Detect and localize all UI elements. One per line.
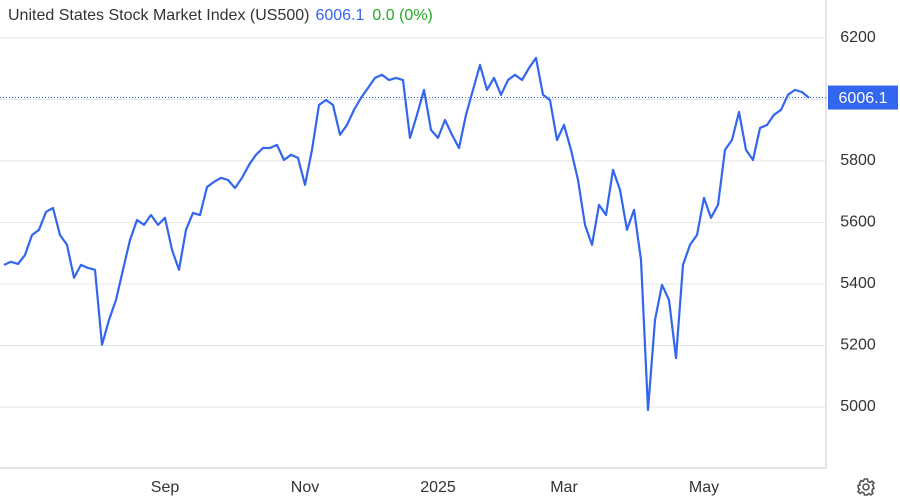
title: United States Stock Market Index (US500) [8,7,309,24]
y-tick-label: 5000 [840,398,876,415]
x-tick-label: 2025 [420,479,456,496]
y-tick-label: 5800 [840,152,876,169]
x-tick-label: Mar [550,479,578,496]
y-tick-label: 5400 [840,275,876,292]
chart-title: United States Stock Market Index (US500)… [8,7,433,24]
change: 0.0 (0%) [372,7,432,24]
last-value-box [828,85,898,110]
last-value: 6006.1 [315,7,364,24]
x-tick-label: Nov [291,479,319,496]
line [3,56,810,412]
x-tick-label: Sep [151,479,180,496]
settings-icon[interactable] [856,478,876,497]
y-tick-label: 6200 [840,29,876,46]
x-tick-label: May [689,479,719,496]
last-value-label: 6006.1 [839,90,888,107]
y-tick-label: 5200 [840,337,876,354]
y-tick-label: 5600 [840,214,876,231]
